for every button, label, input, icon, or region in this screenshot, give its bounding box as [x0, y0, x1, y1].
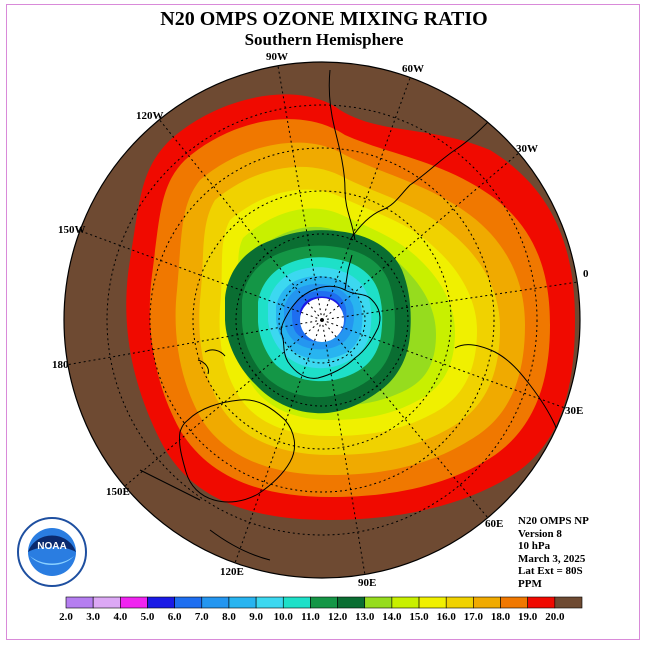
info-lat-extent: Lat Ext = 80S [518, 565, 583, 577]
colorbar-swatch [500, 596, 528, 609]
map-subtitle: Southern Hemisphere [244, 30, 404, 49]
new-zealand-coastline [197, 349, 226, 375]
info-version: Version 8 [518, 527, 562, 540]
colorbar-swatch [147, 596, 175, 609]
lon-label-150w: 150W [58, 224, 86, 236]
colorbar-swatch [391, 596, 420, 609]
image-frame [6, 4, 640, 640]
info-pressure-level: 10 hPa [518, 540, 551, 552]
colorbar-swatch [201, 596, 230, 609]
lon-label-60e: 60E [485, 518, 504, 530]
lon-label-90w: 90W [266, 51, 288, 63]
colorbar-tick-label: 8.0 [222, 611, 236, 623]
lon-label-0: 0 [583, 268, 589, 280]
latitude-graticule [106, 104, 538, 536]
colorbar-swatch [554, 596, 583, 609]
colorbar-swatch [337, 596, 366, 609]
colorbar-swatch [364, 596, 393, 609]
map-boundary [63, 61, 581, 579]
antarctica-coastline [280, 285, 381, 379]
colorbar-swatch [473, 596, 501, 609]
map-info-block: N20 OMPS NP Version 8 10 hPa March 3, 20… [518, 515, 589, 590]
colorbar-swatch [120, 596, 148, 609]
colorbar-tick-label: 16.0 [437, 611, 457, 623]
colorbar-swatch [92, 596, 121, 609]
lon-label-180: 180 [52, 359, 69, 371]
lon-label-30e: 30E [565, 405, 584, 417]
colorbar-tick-label: 17.0 [464, 611, 484, 623]
lon-label-30w: 30W [516, 143, 538, 155]
colorbar-tick-label: 3.0 [86, 611, 100, 623]
colorbar-tick-label: 12.0 [328, 611, 348, 623]
info-instrument: N20 OMPS NP [518, 515, 589, 527]
colorbar-swatch [255, 596, 284, 609]
lon-label-60w: 60W [402, 63, 424, 75]
lon-label-120w: 120W [136, 110, 164, 122]
lon-label-120e: 120E [220, 566, 244, 578]
colorbar-tick-label: 7.0 [195, 611, 209, 623]
colorbar-tick-label: 5.0 [141, 611, 155, 623]
antarctic-peninsula [344, 254, 353, 291]
colorbar-tick-label: 13.0 [355, 611, 375, 623]
colorbar-tick-label: 14.0 [382, 611, 402, 623]
longitude-graticule [65, 65, 579, 576]
lon-label-150e: 150E [106, 486, 130, 498]
svg-text:NOAA: NOAA [37, 541, 66, 552]
colorbar-tick-label: 4.0 [113, 611, 127, 623]
colorbar-swatch [418, 596, 447, 609]
noaa-logo: NOAA [17, 517, 87, 587]
colorbar-swatch [282, 596, 311, 609]
colorbar-tick-label: 6.0 [168, 611, 182, 623]
lon-label-90e: 90E [358, 577, 377, 589]
colorbar-tick-label: 11.0 [301, 611, 320, 623]
colorbar-swatch [445, 596, 474, 609]
indonesia-coastline [139, 469, 271, 561]
colorbar-tick-label: 15.0 [409, 611, 429, 623]
colorbar-tick-label: 2.0 [59, 611, 73, 623]
colorbar-tick-label: 19.0 [518, 611, 538, 623]
info-units: PPM [518, 577, 542, 590]
info-date: March 3, 2025 [518, 552, 586, 565]
colorbar-swatch [174, 596, 203, 609]
colorbar-tick-label: 20.0 [545, 611, 565, 623]
map-title: N20 OMPS OZONE MIXING RATIO [160, 8, 488, 30]
colorbar-swatch [310, 596, 338, 609]
colorbar-tick-label: 18.0 [491, 611, 511, 623]
colorbar-tick-label: 9.0 [249, 611, 263, 623]
colorbar-tick-label: 10.0 [274, 611, 294, 623]
colorbar-swatch [527, 596, 556, 609]
south-america-coastline [328, 69, 491, 241]
colorbar-swatch [65, 596, 94, 609]
colorbar-swatch [228, 596, 257, 609]
australia-coastline [179, 399, 296, 503]
